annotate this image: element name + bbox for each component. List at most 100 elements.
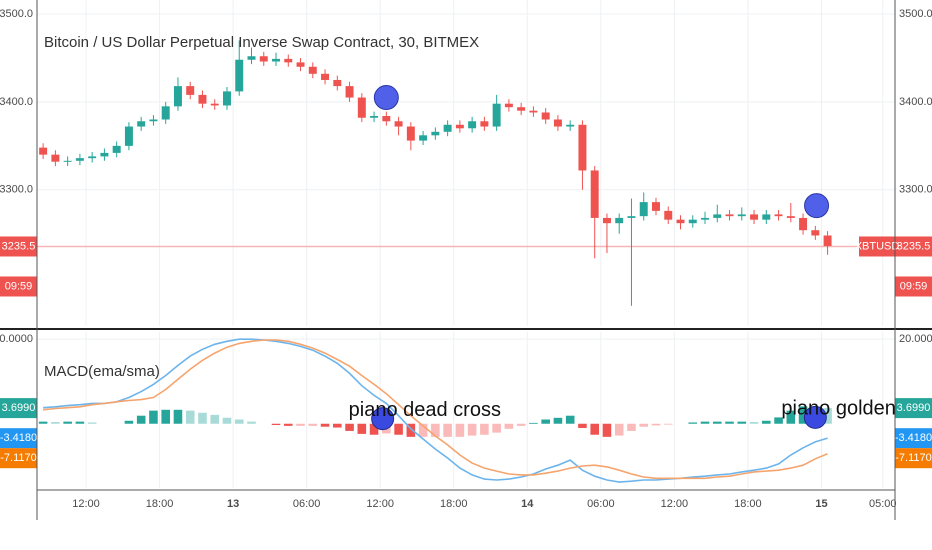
- x-tick-label: 18:00: [440, 498, 468, 510]
- histogram-bar: [663, 423, 673, 425]
- histogram-bar: [394, 423, 403, 435]
- annotation: piano dead cross: [349, 399, 501, 421]
- countdown-tag: [0, 276, 37, 297]
- candle-body: [370, 115, 379, 118]
- price-tag-label: 3235.5: [2, 240, 36, 252]
- candle-body: [737, 214, 746, 217]
- candle-body: [627, 216, 636, 218]
- candle-body: [664, 210, 673, 220]
- value-tag: [0, 398, 37, 419]
- histogram-bar: [75, 421, 85, 424]
- price-tag-label: 3235.5: [897, 240, 931, 252]
- y-tick-label: 3300.0: [899, 184, 932, 196]
- x-tick-label: 06:00: [587, 498, 615, 510]
- candle-body: [39, 147, 48, 155]
- histogram-bar: [333, 423, 342, 428]
- histogram-bar: [369, 423, 379, 435]
- histogram-bar: [271, 423, 281, 426]
- histogram-bar: [320, 423, 330, 427]
- candle-body: [431, 131, 440, 136]
- histogram-bar: [173, 409, 183, 424]
- candle-body: [652, 202, 660, 211]
- histogram-bar: [529, 422, 538, 424]
- value-tag: [895, 428, 932, 449]
- candle-body: [762, 214, 771, 220]
- histogram-bar: [198, 412, 207, 424]
- candle-body: [566, 124, 575, 127]
- candle-body: [272, 58, 280, 62]
- histogram-bar: [296, 423, 305, 426]
- candle-body: [149, 119, 158, 122]
- candle-body: [382, 115, 391, 122]
- candle-body: [774, 214, 783, 217]
- histogram-bar: [504, 423, 514, 429]
- x-tick-label: 18:00: [146, 498, 174, 510]
- histogram-bar: [700, 421, 710, 424]
- candle-body: [406, 126, 415, 141]
- chart-title: Bitcoin / US Dollar Perpetual Inverse Sw…: [44, 34, 479, 51]
- candle-body: [811, 230, 820, 236]
- histogram-bar: [627, 423, 636, 431]
- x-tick-label: 12:00: [72, 498, 100, 510]
- histogram-bar: [565, 415, 575, 424]
- candle-body: [223, 91, 231, 106]
- candle-body: [124, 126, 133, 146]
- candle-body: [321, 73, 330, 80]
- candle-body: [88, 156, 97, 159]
- histogram-bar: [308, 423, 318, 426]
- histogram-bar: [136, 415, 146, 424]
- candle-body: [615, 217, 624, 224]
- candle-body: [100, 152, 109, 157]
- histogram-bar: [614, 423, 624, 436]
- y-tick-label: 20.0000: [0, 333, 33, 345]
- candle-body: [468, 121, 477, 129]
- histogram-bar: [590, 423, 599, 435]
- candle-body: [394, 121, 403, 127]
- candle-body: [541, 112, 550, 120]
- candle-body: [345, 86, 354, 98]
- candle-body: [443, 124, 452, 132]
- histogram-bar: [578, 423, 587, 428]
- histogram-bar: [406, 423, 416, 437]
- x-tick-label: 12:00: [661, 498, 689, 510]
- value-tag-label: 3.6990: [2, 402, 36, 414]
- candle-body: [492, 103, 501, 127]
- indicator-title: MACD(ema/sma): [44, 363, 160, 380]
- marker: [804, 193, 830, 219]
- x-tick-label: 18:00: [734, 498, 762, 510]
- histogram-bar: [492, 423, 501, 433]
- histogram-bar: [63, 421, 72, 424]
- histogram-bar: [455, 423, 465, 437]
- axes: 12:00 18:00 13 06:00 12:00 18:00 14 06:00 12:00 1…: [0, 8, 932, 510]
- value-tag: [895, 398, 932, 419]
- candle-body: [186, 86, 195, 95]
- value-tag-label: -7.1170: [895, 452, 932, 464]
- candle-body: [51, 154, 60, 162]
- symbol-label: XBTUSD: [855, 240, 900, 252]
- candle-body: [480, 121, 489, 127]
- candle-body: [639, 202, 648, 217]
- candle-body: [701, 217, 709, 220]
- candle-body: [786, 216, 795, 218]
- histogram-bar: [798, 406, 808, 424]
- histogram-bar: [602, 423, 612, 437]
- candle-body: [553, 119, 562, 127]
- candle-body: [112, 145, 121, 153]
- y-tick-label: 20.0000: [899, 333, 932, 345]
- histogram-bar: [774, 417, 783, 424]
- histogram-bar: [210, 414, 220, 424]
- histogram-bar: [823, 408, 832, 424]
- candle-body: [455, 124, 464, 129]
- candle-body: [357, 97, 366, 118]
- candle-body: [799, 217, 808, 231]
- candle-body: [75, 158, 84, 161]
- histogram-bar: [161, 409, 170, 424]
- x-tick-label: 06:00: [293, 498, 321, 510]
- value-tag: [0, 428, 37, 449]
- histogram-bar: [431, 423, 440, 437]
- candle-body: [173, 86, 182, 107]
- countdown-label: 09:59: [5, 280, 33, 292]
- histogram-bar: [149, 410, 158, 424]
- candle-body: [419, 135, 428, 141]
